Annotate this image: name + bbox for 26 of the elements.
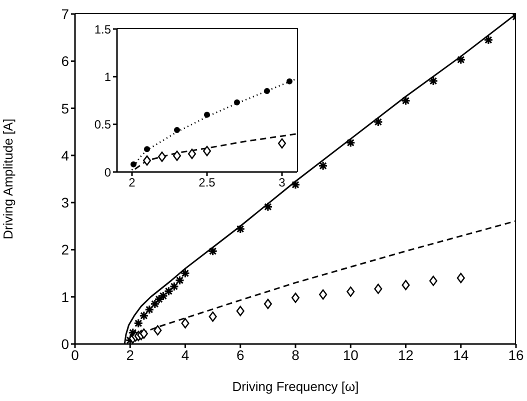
y-tick-label: 2 bbox=[61, 242, 70, 258]
x-tick-label: 6 bbox=[236, 346, 244, 363]
x-tick-label: 3 bbox=[278, 176, 286, 190]
y-tick-label: 7 bbox=[61, 6, 70, 22]
x-tick-label: 10 bbox=[342, 346, 359, 363]
y-axis-title: Driving Amplitude [A] bbox=[0, 118, 16, 240]
x-tick-label: 2 bbox=[128, 176, 136, 190]
y-tick-label: 6 bbox=[61, 53, 70, 70]
x-tick-label: 2 bbox=[126, 346, 134, 363]
y-tick-label: 0 bbox=[61, 336, 70, 352]
y-tick-label: 4 bbox=[61, 147, 70, 164]
x-axis-title: Driving Frequency [ω] bbox=[232, 379, 359, 394]
x-tick-label: 4 bbox=[181, 346, 190, 363]
y-tick-label: 1 bbox=[61, 288, 70, 305]
x-tick-label: 8 bbox=[292, 346, 300, 363]
y-tick-label: 5 bbox=[61, 100, 70, 116]
x-tick-label: 0 bbox=[71, 346, 80, 363]
y-tick-label: 1 bbox=[104, 70, 112, 84]
x-tick-label: 14 bbox=[453, 346, 469, 363]
x-tick-label: 2.5 bbox=[198, 176, 216, 190]
x-tick-label: 16 bbox=[508, 346, 524, 363]
y-tick-label: 0.5 bbox=[94, 118, 112, 132]
y-tick-label: 0 bbox=[104, 165, 112, 180]
y-tick-label: 1.5 bbox=[94, 22, 112, 36]
y-tick-label: 3 bbox=[61, 194, 70, 211]
x-tick-label: 12 bbox=[398, 346, 414, 363]
